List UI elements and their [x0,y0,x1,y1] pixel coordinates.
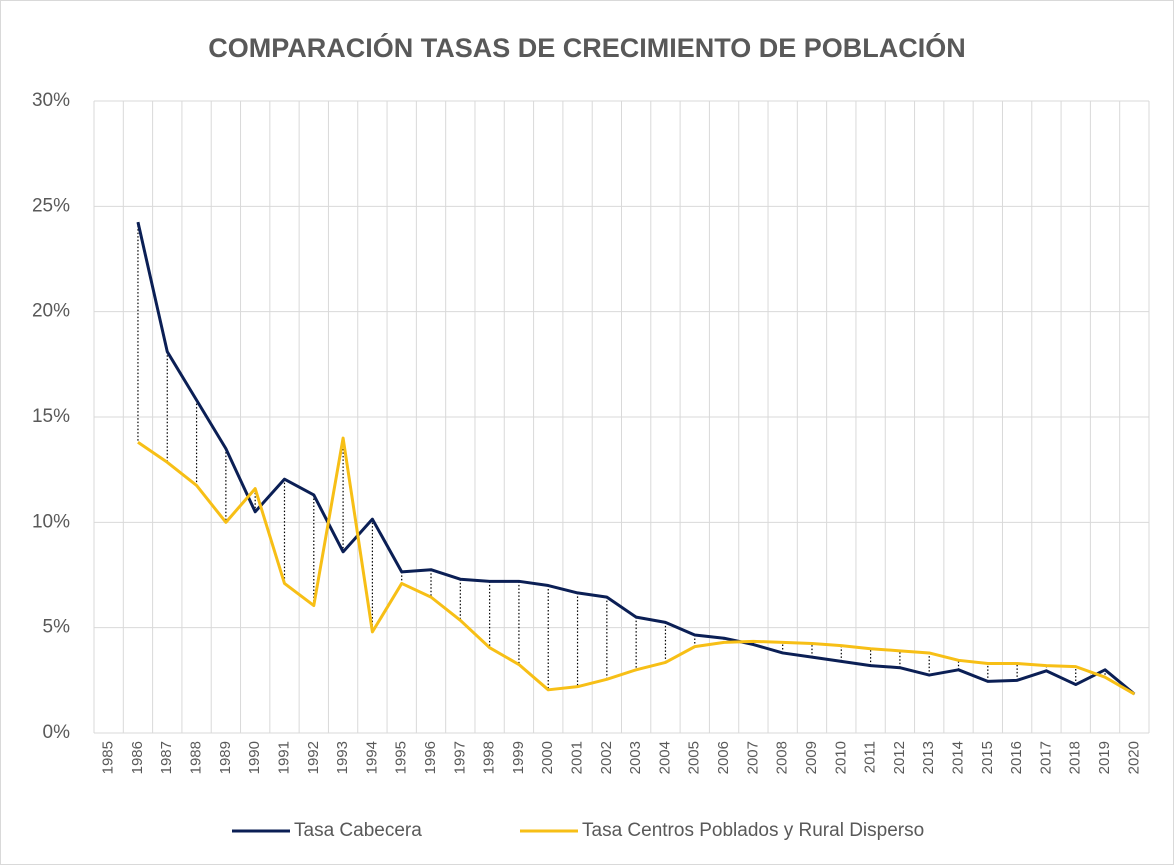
x-tick-label: 1988 [188,741,205,774]
x-tick-label: 1987 [158,741,175,774]
x-tick-label: 1997 [451,741,468,774]
x-tick-label: 2020 [1125,741,1142,774]
x-tick-label: 2003 [627,741,644,774]
x-tick-label: 2006 [715,741,732,774]
x-tick-label: 2011 [862,741,879,773]
y-tick-label: 20% [32,301,70,322]
x-tick-label: 1989 [217,741,234,774]
x-tick-label: 1991 [275,741,292,774]
x-tick-label: 2019 [1096,741,1113,774]
x-tick-label: 1990 [246,741,263,774]
x-tick-label: 1999 [510,741,527,774]
series-line [136,221,1136,696]
legend-label: Tasa Centros Poblados y Rural Disperso [582,820,924,841]
x-tick-label: 1994 [363,741,380,774]
x-tick-label: 2008 [774,741,791,774]
x-tick-label: 1996 [422,741,439,774]
y-tick-label: 15% [32,406,70,427]
x-tick-label: 1986 [129,741,146,774]
y-tick-label: 30% [32,90,70,111]
x-tick-label: 2009 [803,741,820,774]
x-tick-label: 2007 [744,741,761,774]
series-line [137,436,1136,696]
x-tick-label: 2014 [949,741,966,774]
x-tick-label: 1998 [481,741,498,774]
chart-title: COMPARACIÓN TASAS DE CRECIMIENTO DE POBL… [208,32,966,63]
x-tick-label: 1992 [305,741,322,774]
y-tick-label: 25% [32,195,70,216]
x-tick-label: 2013 [920,741,937,774]
x-tick-label: 1995 [393,741,410,774]
x-tick-label: 2000 [539,741,556,774]
x-tick-label: 1993 [334,741,351,774]
x-tick-label: 2005 [686,741,703,774]
legend-label: Tasa Cabecera [294,820,422,841]
y-tick-label: 0% [43,722,71,743]
x-tick-label: 2001 [569,741,586,774]
x-tick-label: 1985 [100,741,117,774]
x-tick-label: 2002 [598,741,615,774]
x-tick-label: 2017 [1037,741,1054,774]
y-tick-label: 10% [32,511,70,532]
x-tick-label: 2012 [891,741,908,774]
x-tick-label: 2015 [979,741,996,774]
x-tick-label: 2004 [656,741,673,774]
y-tick-label: 5% [43,617,71,638]
x-tick-label: 2010 [832,741,849,774]
x-tick-label: 2016 [1008,741,1025,774]
x-tick-label: 2018 [1067,741,1084,774]
